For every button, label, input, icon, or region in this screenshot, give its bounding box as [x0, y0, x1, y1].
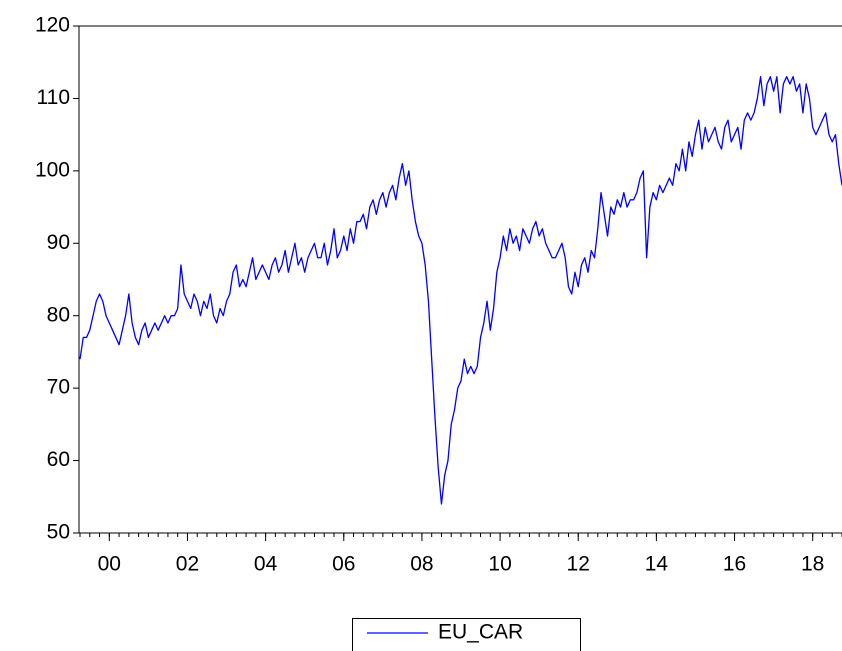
y-tick-label: 60 — [47, 448, 70, 471]
x-tick-label: 14 — [645, 553, 669, 576]
x-tick-label: 16 — [723, 553, 746, 576]
x-tick-label: 06 — [332, 553, 355, 576]
legend-box — [352, 618, 581, 651]
y-tick-label: 80 — [47, 303, 70, 326]
x-tick-label: 18 — [801, 553, 824, 576]
y-tick-label: 70 — [47, 376, 70, 399]
data-line — [79, 76, 842, 505]
x-tick-label: 04 — [254, 553, 278, 576]
x-tick-label: 12 — [567, 553, 590, 576]
y-tick-label: 50 — [47, 521, 70, 544]
legend-label: EU_CAR — [438, 621, 523, 644]
x-tick-label: 02 — [176, 553, 199, 576]
y-tick-label: 100 — [35, 158, 70, 181]
y-tick-label: 110 — [37, 86, 70, 109]
x-tick-label: 10 — [488, 553, 511, 576]
x-tick-label: 00 — [98, 553, 121, 576]
x-tick-label: 08 — [410, 553, 433, 576]
y-tick-label: 90 — [47, 231, 70, 254]
y-tick-label: 120 — [35, 14, 70, 37]
